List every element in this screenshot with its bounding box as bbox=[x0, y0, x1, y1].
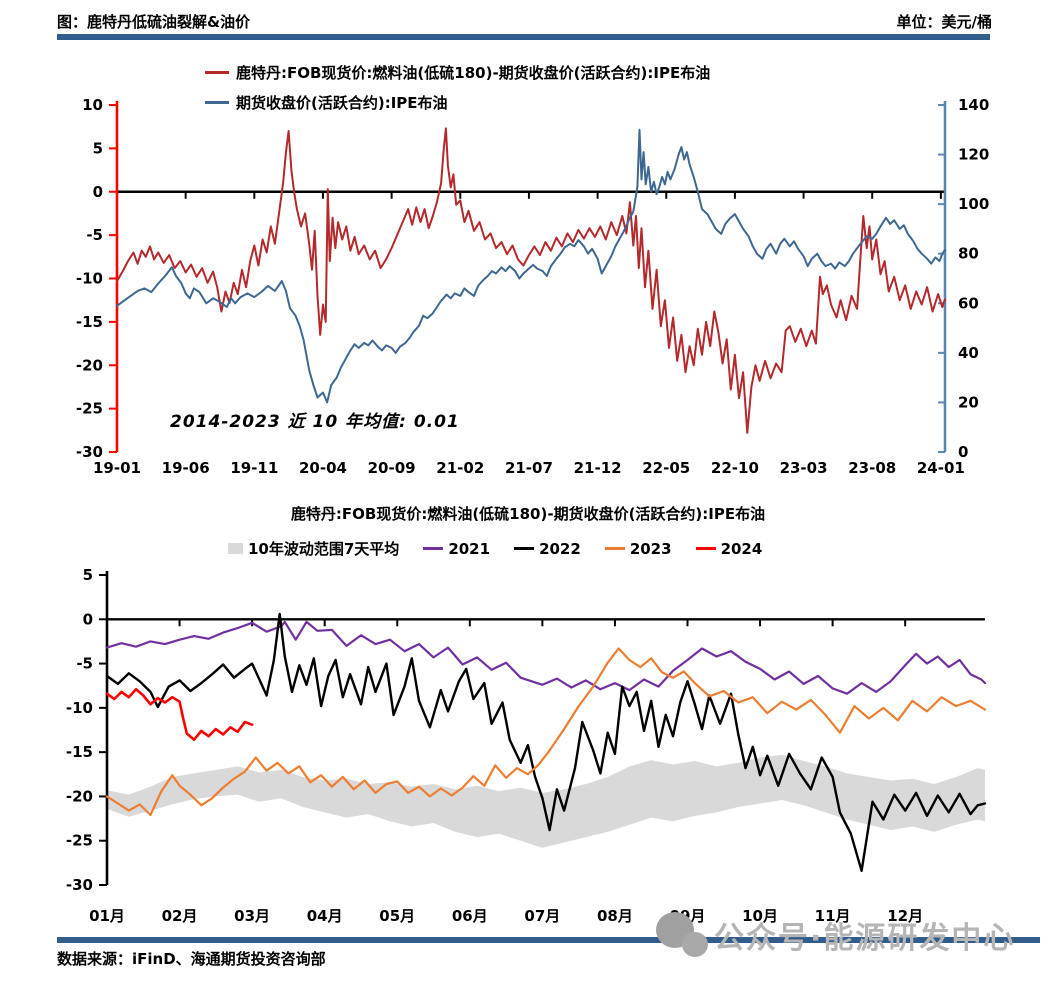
legend-item-2023: 2023 bbox=[604, 539, 672, 558]
crack-legend-label: 鹿特丹:FOB现货价:燃料油(低硫180)-期货收盘价(活跃合约):IPE布油 bbox=[236, 64, 711, 82]
series-year-2024 bbox=[105, 687, 254, 742]
bottom-chart: 5 0 -5 -10 -15 -20 -25 -30 01月 02月 03月 04月 05月 06月 07月… bbox=[66, 566, 987, 925]
watermark: 公众号·能源研发中心 bbox=[648, 910, 1015, 960]
axis-tick-label: 0 bbox=[958, 443, 968, 461]
legend-label: 2024 bbox=[720, 539, 763, 558]
series-ipe-brent bbox=[116, 128, 946, 404]
axis-tick-label: 19-06 bbox=[162, 459, 210, 477]
axis-tick-label: -5 bbox=[86, 226, 103, 244]
bottom-chart-title: 鹿特丹:FOB现货价:燃料油(低硫180)-期货收盘价(活跃合约):IPE布油 bbox=[290, 505, 766, 523]
axis-tick-label: -30 bbox=[76, 443, 103, 461]
axis-tick-label: 19-01 bbox=[93, 459, 141, 477]
line-legend-marker-icon bbox=[514, 546, 535, 551]
range-band bbox=[107, 754, 985, 848]
axis-tick-label: 06月 bbox=[452, 907, 488, 925]
axis-tick-label: 24-01 bbox=[917, 459, 965, 477]
axis-tick-label: 0 bbox=[93, 183, 103, 201]
band-legend-marker-icon bbox=[228, 543, 243, 554]
watermark-text: 公众号·能源研发中心 bbox=[714, 921, 1016, 956]
legend-item-2024: 2024 bbox=[695, 539, 763, 558]
axis-tick-label: 21-12 bbox=[574, 459, 622, 477]
axis-tick-label: -30 bbox=[66, 876, 93, 894]
axis-tick-label: 04月 bbox=[307, 907, 343, 925]
axis-tick-label: -25 bbox=[76, 400, 103, 418]
axis-tick-label: 01月 bbox=[89, 907, 125, 925]
data-source: 数据来源：iFinD、海通期货投资咨询部 bbox=[57, 950, 326, 968]
axis-tick-label: 05月 bbox=[379, 907, 415, 925]
legend-label: 2022 bbox=[539, 539, 581, 558]
axis-tick-label: 22-05 bbox=[642, 459, 690, 477]
line-legend-marker-icon bbox=[423, 546, 444, 551]
wechat-icon bbox=[648, 910, 710, 960]
axis-tick-label: 19-11 bbox=[230, 459, 278, 477]
legend-item-2021: 2021 bbox=[423, 540, 490, 558]
unit-label: 单位：美元/桶 bbox=[896, 13, 992, 31]
axis-tick-label: 10 bbox=[82, 96, 103, 114]
brent-legend-marker-icon bbox=[205, 101, 229, 104]
axis-tick-label: 20 bbox=[958, 393, 979, 411]
axis-tick-label: 07月 bbox=[524, 907, 560, 925]
figure-title: 图：鹿特丹低硫油裂解&油价 bbox=[57, 13, 251, 31]
axis-tick-label: 40 bbox=[958, 344, 979, 362]
series-year-2023 bbox=[105, 647, 987, 817]
axis-tick-label: 0 bbox=[83, 610, 93, 628]
axis-tick-label: -15 bbox=[76, 313, 103, 331]
top-legend-item-brent: 期货收盘价(活跃合约):IPE布油 bbox=[205, 92, 448, 113]
axis-tick-label: 02月 bbox=[162, 907, 198, 925]
axis-tick-label: 60 bbox=[958, 294, 979, 312]
brent-legend-label: 期货收盘价(活跃合约):IPE布油 bbox=[236, 94, 448, 112]
axis-tick-label: 80 bbox=[958, 245, 979, 263]
legend-label: 2023 bbox=[629, 539, 672, 558]
line-legend-marker-icon bbox=[604, 546, 625, 551]
axis-tick-label: 21-02 bbox=[436, 459, 484, 477]
axis-tick-label: 20-04 bbox=[299, 459, 347, 477]
axis-tick-label: -20 bbox=[66, 787, 93, 805]
bottom-chart-legend: 10年波动范围7天平均 2021 2022 2023 2024 bbox=[228, 538, 762, 559]
axis-tick-label: 03月 bbox=[234, 907, 270, 925]
axis-tick-label: 5 bbox=[93, 139, 103, 157]
axis-tick-label: 5 bbox=[83, 566, 93, 584]
axis-tick-label: -10 bbox=[66, 699, 93, 717]
series-year-2022 bbox=[105, 612, 987, 872]
legend-label: 2021 bbox=[448, 539, 491, 558]
axis-tick-label: 10月 bbox=[742, 907, 778, 925]
axis-tick-label: -10 bbox=[76, 270, 103, 288]
legend-item-107: 10年波动范围7天平均 bbox=[228, 538, 399, 559]
axis-tick-label: 08月 bbox=[597, 907, 633, 925]
series-crack-spread bbox=[116, 127, 946, 434]
axis-tick-label: 120 bbox=[958, 146, 989, 164]
series-year-2021 bbox=[105, 620, 987, 695]
top-chart: 10 5 0 -5 -10 -15 -20 -25 -30 140 120 100 80 60 40 20 0 1… bbox=[76, 96, 989, 477]
header-rule bbox=[57, 34, 990, 40]
axis-tick-label: 11月 bbox=[815, 907, 851, 925]
axis-tick-label: -20 bbox=[76, 356, 103, 374]
axis-tick-label: 22-10 bbox=[711, 459, 759, 477]
legend-item-2022: 2022 bbox=[514, 540, 581, 558]
axis-tick-label: 21-07 bbox=[505, 459, 553, 477]
legend-label: 10年波动范围7天平均 bbox=[248, 540, 400, 558]
line-legend-marker-icon bbox=[695, 546, 716, 551]
axis-tick-label: -5 bbox=[76, 655, 93, 673]
top-legend-item-crack: 鹿特丹:FOB现货价:燃料油(低硫180)-期货收盘价(活跃合约):IPE布油 bbox=[205, 62, 710, 83]
axis-tick-label: 23-08 bbox=[848, 459, 896, 477]
crack-legend-marker-icon bbox=[205, 71, 229, 74]
axis-tick-label: -15 bbox=[66, 743, 93, 761]
mean-annotation: 2014-2023 近 10 年均值: 0.01 bbox=[170, 412, 460, 432]
axis-tick-label: 140 bbox=[958, 96, 989, 114]
axis-tick-label: 20-09 bbox=[368, 459, 416, 477]
axis-tick-label: 12月 bbox=[887, 907, 923, 925]
footer-rule bbox=[57, 937, 1040, 943]
axis-tick-label: -25 bbox=[66, 832, 93, 850]
axis-tick-label: 100 bbox=[958, 195, 989, 213]
axis-tick-label: 23-03 bbox=[780, 459, 828, 477]
